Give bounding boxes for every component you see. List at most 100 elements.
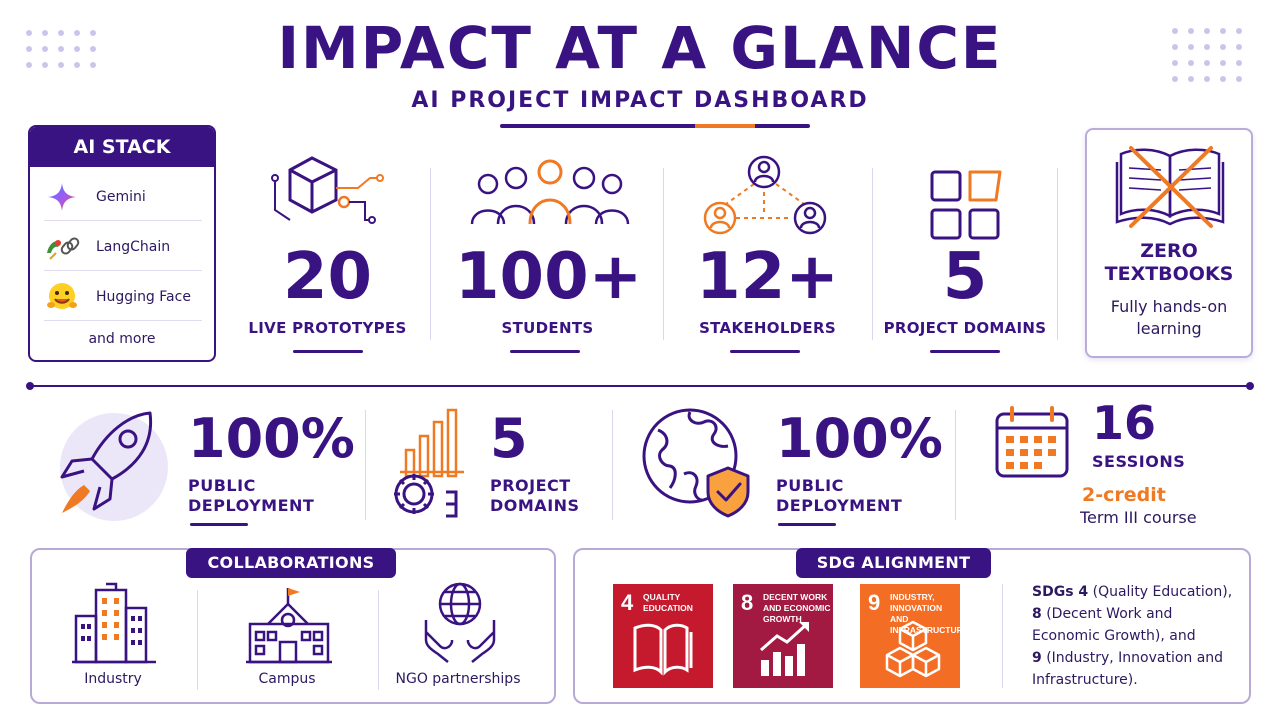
langchain-icon [44, 229, 80, 265]
separator [430, 168, 431, 340]
divider-dot-left [26, 382, 34, 390]
sessions-value: 16 [1092, 396, 1157, 450]
hugging-face-icon [44, 279, 80, 315]
separator [1057, 168, 1058, 340]
separator [365, 410, 366, 520]
stack-item-label: LangChain [96, 238, 171, 255]
stat-underline [293, 350, 363, 353]
stat-live-prototypes: 20 LIVE PROTOTYPES [245, 245, 410, 337]
stat-underline [930, 350, 1000, 353]
zero-textbooks-card: ZERO TEXTBOOKS Fully hands-on learning [1085, 128, 1253, 358]
sdg-card-title: QUALITY EDUCATION [643, 592, 693, 613]
sdg-bold: SDGs 4 [1032, 584, 1089, 600]
decorative-dots-right [1172, 28, 1242, 82]
globe-shield-icon [640, 404, 760, 524]
sdg-text: (Industry, Innovation and [1041, 650, 1224, 666]
sdg-title: SDG ALIGNMENT [796, 548, 991, 578]
cube-circuit-icon [270, 150, 390, 234]
sdg-text-line-4: 9 (Industry, Innovation and [1032, 647, 1242, 669]
mid-stat-project-domains: 5 PROJECT DOMAINS [490, 412, 600, 516]
grid-squares-icon [928, 168, 1004, 248]
separator [872, 168, 873, 340]
page-subtitle: AI PROJECT IMPACT DASHBOARD [411, 88, 869, 113]
stat-label: STUDENTS [501, 319, 594, 337]
industry-buildings-icon [72, 580, 158, 670]
gear-bars-icon [386, 408, 472, 526]
book-icon [631, 620, 695, 680]
stat-label-line2: DOMAINS [490, 496, 580, 515]
stat-label-line2: DEPLOYMENT [188, 496, 315, 515]
zero-textbooks-title-line1: ZERO [1140, 240, 1198, 262]
title-underline [500, 124, 810, 128]
sessions-credit: 2-credit [1082, 484, 1166, 506]
sdg-text: Economic Growth), and [1032, 628, 1196, 644]
stat-underline [510, 350, 580, 353]
cubes-icon [882, 618, 944, 684]
crossed-book-icon [1115, 144, 1225, 234]
zero-textbooks-desc-line1: Fully hands-on [1110, 297, 1228, 316]
separator [955, 410, 956, 520]
stat-label-line1: PROJECT [490, 476, 571, 495]
collab-label-campus: Campus [258, 671, 316, 687]
people-group-icon [468, 158, 632, 234]
section-divider [30, 385, 1252, 387]
sdg-card-4: 4 QUALITY EDUCATION [613, 584, 713, 688]
stack-item-label: Gemini [96, 188, 146, 205]
collaborations-title: COLLABORATIONS [186, 548, 396, 578]
stack-more-text: and more [88, 331, 156, 347]
sdg-card-number: 9 [868, 590, 881, 615]
stat-label: STAKEHOLDERS [699, 319, 836, 337]
sdg-text-line-1: SDGs 4 (Quality Education), [1032, 581, 1242, 603]
separator [197, 590, 198, 690]
stat-value: 100% [776, 407, 943, 470]
page-title: IMPACT AT A GLANCE [277, 14, 1003, 82]
title-underline-accent [695, 124, 755, 128]
separator [378, 590, 379, 690]
stat-value: 12+ [696, 240, 839, 314]
sdg-text-line-2: 8 (Decent Work and [1032, 603, 1242, 625]
stat-value: 20 [282, 240, 373, 314]
stat-label-line2: DEPLOYMENT [776, 496, 903, 515]
sdg-card-9: 9 INDUSTRY, INNOVATION AND INFRASTRUCTUR… [860, 584, 969, 688]
ai-stack-card: AI STACK Gemini LangChain Hugging Face a… [28, 125, 216, 362]
sdg-card-number: 4 [621, 590, 634, 615]
stat-label: PROJECT DOMAINS [883, 319, 1047, 337]
sdg-card-number: 8 [741, 590, 754, 615]
stat-stakeholders: 12+ STAKEHOLDERS [680, 245, 855, 337]
stat-value: 5 [490, 407, 528, 470]
sdg-text: Infrastructure). [1032, 672, 1138, 688]
sdg-card-title: DECENT WORK AND ECONOMIC GROWTH [763, 592, 831, 624]
stack-item-label: Hugging Face [96, 288, 191, 305]
sdg-description: SDGs 4 (Quality Education), 8 (Decent Wo… [1032, 581, 1242, 691]
collab-label-industry: Industry [84, 671, 142, 687]
separator [663, 168, 664, 340]
zero-textbooks-desc-line2: learning [1136, 319, 1202, 338]
growth-chart-icon [757, 620, 813, 682]
stat-label: LIVE PROTOTYPES [248, 319, 407, 337]
sdg-text: (Quality Education), [1088, 584, 1233, 600]
stat-underline [190, 523, 248, 526]
divider-dot-right [1246, 382, 1254, 390]
sessions-stat: 16 SESSIONS 2-credit Term III course [1080, 400, 1220, 527]
calendar-icon [994, 404, 1074, 484]
stack-item-gemini: Gemini [44, 173, 202, 221]
sdg-text: (Decent Work and [1041, 606, 1173, 622]
stat-label-line1: PUBLIC [188, 476, 256, 495]
stakeholder-network-icon [700, 152, 832, 244]
sdg-text-line-3: Economic Growth), and [1032, 625, 1242, 647]
rocket-icon [48, 405, 168, 527]
stat-students: 100+ STUDENTS [455, 240, 643, 337]
mid-stat-public-deployment-1: 100% PUBLIC DEPLOYMENT [188, 412, 358, 516]
hands-globe-icon [422, 580, 498, 670]
sdg-card-title: INDUSTRY, INNOVATION AND INFRASTRUCTURE [890, 592, 969, 635]
campus-building-icon [244, 584, 334, 670]
separator [1002, 584, 1003, 688]
decorative-dots-left [26, 30, 96, 68]
sessions-course: Term III course [1080, 508, 1197, 527]
stat-label-line1: PUBLIC [776, 476, 844, 495]
stat-value: 100+ [455, 240, 643, 314]
zero-textbooks-title-line2: TEXTBOOKS [1104, 263, 1234, 285]
sdg-bold: 8 [1032, 606, 1042, 622]
stack-item-hugging-face: Hugging Face [44, 273, 202, 321]
stat-underline [778, 523, 836, 526]
